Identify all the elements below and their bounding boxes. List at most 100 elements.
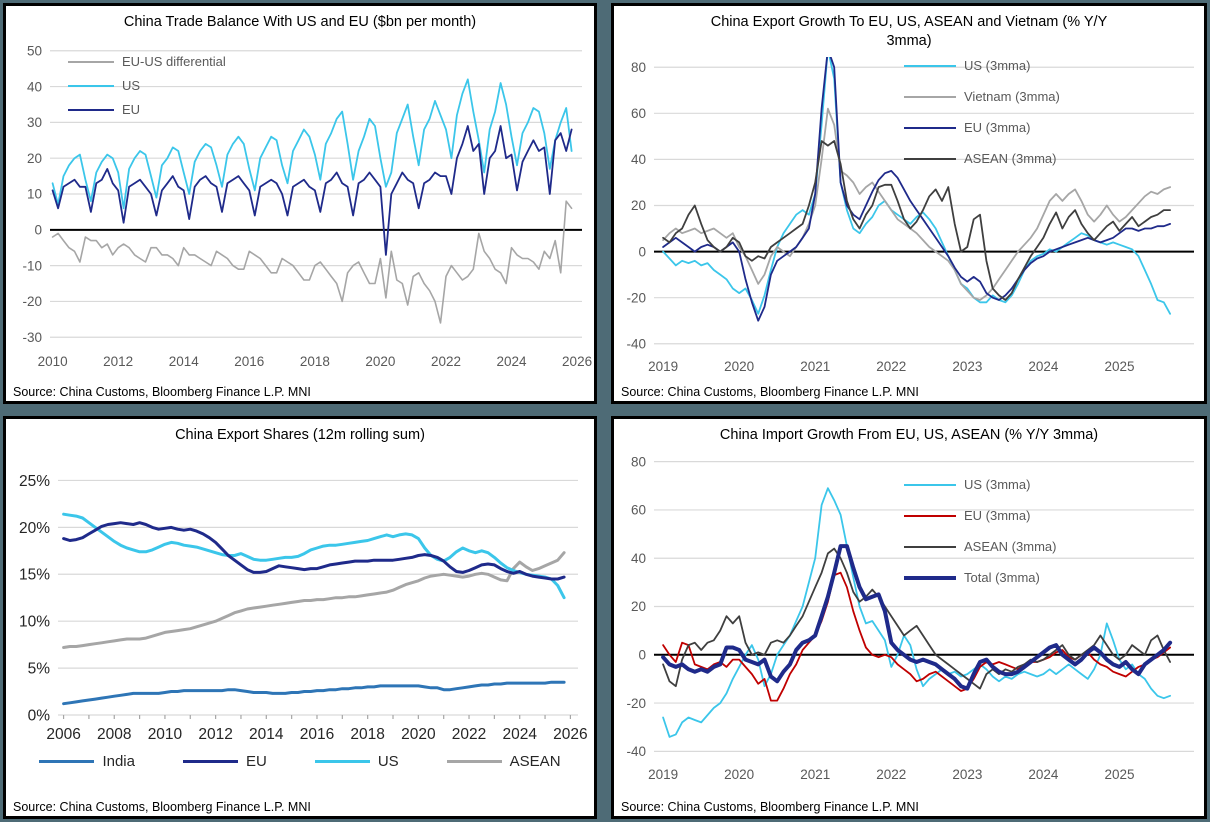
y-tick-label: 0 [638,647,646,662]
x-tick-label: 2010 [38,354,68,369]
legend-item: US (3mma) [904,477,1056,492]
panel-export-growth: China Export Growth To EU, US, ASEAN and… [611,3,1207,404]
x-tick-label: 2019 [648,767,678,782]
legend-label: Total (3mma) [964,570,1040,585]
y-tick-label: 0 [34,222,42,237]
x-tick-label: 2026 [562,354,592,369]
legend-swatch-eu-us-differential [68,60,114,63]
x-tick-label: 2020 [724,767,754,782]
y-tick-label: 80 [631,60,646,75]
legend-swatch-us [314,759,370,763]
legend-item: Total (3mma) [904,570,1056,585]
x-tick-label: 2023 [952,767,982,782]
legend-swatch-asean [904,157,956,160]
y-tick-label: -40 [626,744,646,759]
legend-item: Vietnam (3mma) [904,89,1060,104]
legend-item: EU (3mma) [904,508,1056,523]
x-tick-label: 2012 [103,354,133,369]
x-tick-label: 2020 [365,354,395,369]
legend-label: US [377,752,399,770]
y-tick-label: -20 [626,290,646,305]
x-tick-label: 2025 [1104,359,1134,374]
x-tick-label: 2014 [249,726,284,743]
chart-title: China Trade Balance With US and EU ($bn … [123,14,477,30]
y-tick-label: 10% [19,613,50,630]
legend-swatch-us [68,84,114,87]
legend-label: EU [122,102,141,117]
series-line-eu [51,124,573,256]
y-tick-label: 20% [19,520,50,537]
y-tick-label: 40 [631,551,646,566]
legend-item: EU [68,102,226,117]
chart-canvas-export-shares: 25% 20% 15% 10% 5% 0% 2006 2008 2010 2012 2014 2016… [19,473,588,743]
x-tick-label: 2006 [46,726,80,743]
source-note: Source: China Customs, Bloomberg Finance… [13,800,311,814]
legend-label: US (3mma) [964,58,1031,73]
legend-swatch-india [39,759,95,763]
legend-label: EU-US differential [122,54,226,69]
legend-item: US (3mma) [904,58,1060,73]
x-tick-label: 2024 [497,354,528,369]
legend-export-growth: US (3mma) Vietnam (3mma) EU (3mma) ASEAN… [904,58,1060,182]
x-tick-label: 2018 [350,726,384,743]
series-line-eu-us-differential [51,200,573,324]
source-note: Source: China Customs, Bloomberg Finance… [621,800,919,814]
x-tick-label: 2021 [800,767,830,782]
x-tick-label: 2022 [431,354,461,369]
y-tick-label: 10 [27,187,42,202]
y-tick-label: -10 [22,258,42,273]
x-tick-label: 2022 [876,359,906,374]
y-tick-label: 20 [631,599,646,614]
x-tick-label: 2010 [148,726,183,743]
series-line-us [62,512,566,600]
y-tick-label: 40 [27,79,42,94]
x-tick-label: 2016 [300,726,334,743]
legend-import-growth: US (3mma) EU (3mma) ASEAN (3mma) Total (… [904,477,1056,601]
y-tick-label: 60 [631,503,646,518]
chart-title: China Export Shares (12m rolling sum) [175,427,425,443]
y-tick-label: 0% [28,707,51,724]
legend-swatch-eu [904,514,956,517]
series-line-vietnam [662,107,1171,301]
legend-item: EU [182,752,267,770]
y-tick-label: 60 [631,106,646,121]
legend-label: EU [245,752,267,770]
y-tick-label: 50 [27,43,42,58]
x-tick-label: 2025 [1104,767,1134,782]
series-line-eu [62,521,566,581]
legend-swatch-us [904,483,956,486]
x-tick-label: 2024 [1028,767,1059,782]
source-note: Source: China Customs, Bloomberg Finance… [13,385,311,399]
x-tick-label: 2023 [952,359,982,374]
series-line-us [51,78,573,210]
legend-item: ASEAN (3mma) [904,151,1060,166]
x-tick-label: 2018 [300,354,330,369]
series-line-india [62,680,566,706]
legend-item: India [39,753,135,770]
legend-item: ASEAN (3mma) [904,539,1056,554]
legend-label: ASEAN [509,752,561,770]
y-tick-label: 30 [27,115,42,130]
series-line-asean [62,551,566,649]
legend-swatch-total [904,575,956,580]
x-tick-label: 2020 [401,726,436,743]
x-tick-label: 2019 [648,359,678,374]
y-tick-label: 20 [631,198,646,213]
y-tick-label: 80 [631,454,646,469]
x-tick-label: 2008 [97,726,131,743]
x-tick-label: 2024 [502,726,537,743]
legend-swatch-asean [904,545,956,548]
legend-swatch-eu [182,759,238,763]
series-line-eu [662,56,1171,322]
y-tick-label: 40 [631,152,646,167]
series-line-us [662,56,1171,315]
legend-item: EU (3mma) [904,120,1060,135]
panel-import-growth: China Import Growth From EU, US, ASEAN (… [611,416,1207,819]
panel-trade-balance: China Trade Balance With US and EU ($bn … [3,3,597,404]
legend-item: US [314,752,399,770]
legend-label: India [102,752,135,770]
legend-swatch-eu [68,108,114,111]
